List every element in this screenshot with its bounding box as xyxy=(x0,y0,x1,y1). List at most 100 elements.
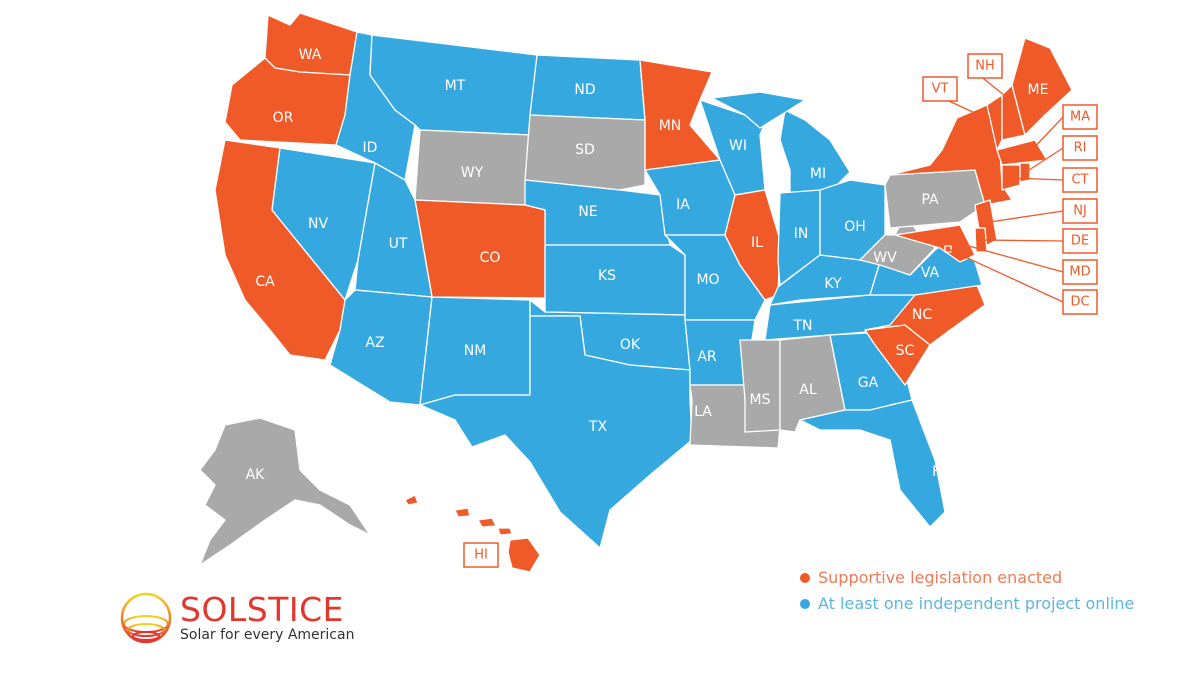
state-label-ok: OK xyxy=(620,337,641,353)
state-il xyxy=(724,189,781,301)
state-label-tn: TN xyxy=(792,318,812,334)
callout-label-md: MD xyxy=(1069,265,1090,280)
state-label-wi: WI xyxy=(729,138,747,154)
state-dc xyxy=(944,245,952,253)
callout-label-nj: NJ xyxy=(1073,204,1087,219)
state-label-mo: MO xyxy=(696,272,719,288)
legend-label: At least one independent project online xyxy=(818,594,1135,613)
state-ma xyxy=(996,139,1048,166)
state-sd xyxy=(524,114,646,191)
solstice-logo: SOLSTICE Solar for every American xyxy=(118,590,354,646)
legend-label: Supportive legislation enacted xyxy=(818,568,1063,587)
state-nv xyxy=(271,147,376,301)
state-tx xyxy=(419,315,693,549)
state-label-wv: WV xyxy=(873,250,897,266)
blue-dot-icon xyxy=(800,598,810,609)
callout-box-vt xyxy=(922,76,958,102)
state-label-ca: CA xyxy=(255,274,275,290)
callout-label-de: DE xyxy=(1071,234,1089,249)
state-label-me: ME xyxy=(1028,82,1049,98)
state-label-nv: NV xyxy=(308,216,328,232)
state-label-sd: SD xyxy=(575,142,595,158)
callout-line xyxy=(981,239,1064,242)
state-label-nm: NM xyxy=(464,343,487,359)
state-de xyxy=(974,227,988,253)
state-label-la: LA xyxy=(694,404,712,420)
logo-tagline: Solar for every American xyxy=(180,627,355,643)
state-hi xyxy=(454,507,471,518)
callout-line xyxy=(964,244,1064,273)
state-co xyxy=(414,199,546,299)
state-label-ar: AR xyxy=(697,349,717,365)
callout-label-ct: CT xyxy=(1071,173,1088,188)
state-ak xyxy=(199,417,371,566)
state-label-fl: FL xyxy=(932,464,948,480)
state-mi xyxy=(711,91,806,129)
callout-line xyxy=(1025,147,1064,173)
callout-label-nh: NH xyxy=(975,59,995,74)
state-label-ga: GA xyxy=(858,375,879,391)
logo-name: SOLSTICE xyxy=(180,590,345,629)
state-label-va: VA xyxy=(921,265,940,281)
callout-label-dc: DC xyxy=(1070,295,1089,310)
callout-box-ma xyxy=(1062,104,1098,130)
callout-box-ct xyxy=(1062,167,1098,193)
state-label-ia: IA xyxy=(676,197,690,213)
state-me xyxy=(1011,37,1073,136)
state-label-wa: WA xyxy=(299,47,322,63)
state-ct xyxy=(1001,164,1021,191)
callout-line xyxy=(1029,116,1064,153)
state-label-mi: MI xyxy=(810,166,826,182)
callout-label-ma: MA xyxy=(1070,110,1090,125)
callout-box-dc xyxy=(1062,289,1098,315)
state-hi xyxy=(404,494,419,506)
callout-line xyxy=(949,249,1064,303)
state-label-co: CO xyxy=(480,250,501,266)
callout-box-ri xyxy=(1062,135,1098,161)
state-ms xyxy=(739,339,781,433)
state-hi xyxy=(497,527,513,536)
state-label-in: IN xyxy=(794,226,809,242)
state-mn xyxy=(639,59,721,171)
state-label-oh: OH xyxy=(844,219,866,235)
state-label-wy: WY xyxy=(461,165,484,181)
state-hi xyxy=(507,537,541,573)
state-label-id: ID xyxy=(363,140,378,156)
callout-box-hi xyxy=(463,542,499,568)
state-label-al: AL xyxy=(799,382,817,398)
callout-line xyxy=(1011,177,1064,181)
legend-item-online: At least one independent project online xyxy=(800,594,1134,613)
state-label-ks: KS xyxy=(598,268,616,284)
state-label-il: IL xyxy=(751,235,763,251)
state-fl xyxy=(799,399,946,528)
callout-box-de xyxy=(1062,228,1098,254)
state-label-ky: KY xyxy=(824,276,842,292)
state-label-mt: MT xyxy=(445,78,466,94)
callout-label-vt: VT xyxy=(932,82,949,97)
sun-logo-icon xyxy=(120,592,172,644)
orange-dot-icon xyxy=(800,572,810,583)
legend-item-supportive: Supportive legislation enacted xyxy=(800,568,1062,587)
callout-box-nj xyxy=(1062,198,1098,224)
state-label-ne: NE xyxy=(578,204,597,220)
state-hi xyxy=(477,517,497,528)
state-label-ms: MS xyxy=(750,392,771,408)
state-label-mn: MN xyxy=(659,118,682,134)
state-label-az: AZ xyxy=(365,335,384,351)
state-wa xyxy=(264,12,358,76)
callout-line xyxy=(989,210,1064,223)
callout-box-nh xyxy=(967,53,1003,79)
state-mi xyxy=(779,109,851,196)
state-label-tx: TX xyxy=(588,419,608,435)
state-label-or: OR xyxy=(273,110,294,126)
state-label-ak: AK xyxy=(246,467,266,483)
callout-label-hi: HI xyxy=(474,548,488,563)
state-label-nd: ND xyxy=(574,82,595,98)
state-label-ut: UT xyxy=(389,236,408,252)
callout-label-ri: RI xyxy=(1074,141,1087,156)
callout-box-md xyxy=(1062,259,1098,285)
state-ri xyxy=(1019,162,1031,183)
state-label-sc: SC xyxy=(896,343,915,359)
state-label-nc: NC xyxy=(912,307,932,323)
